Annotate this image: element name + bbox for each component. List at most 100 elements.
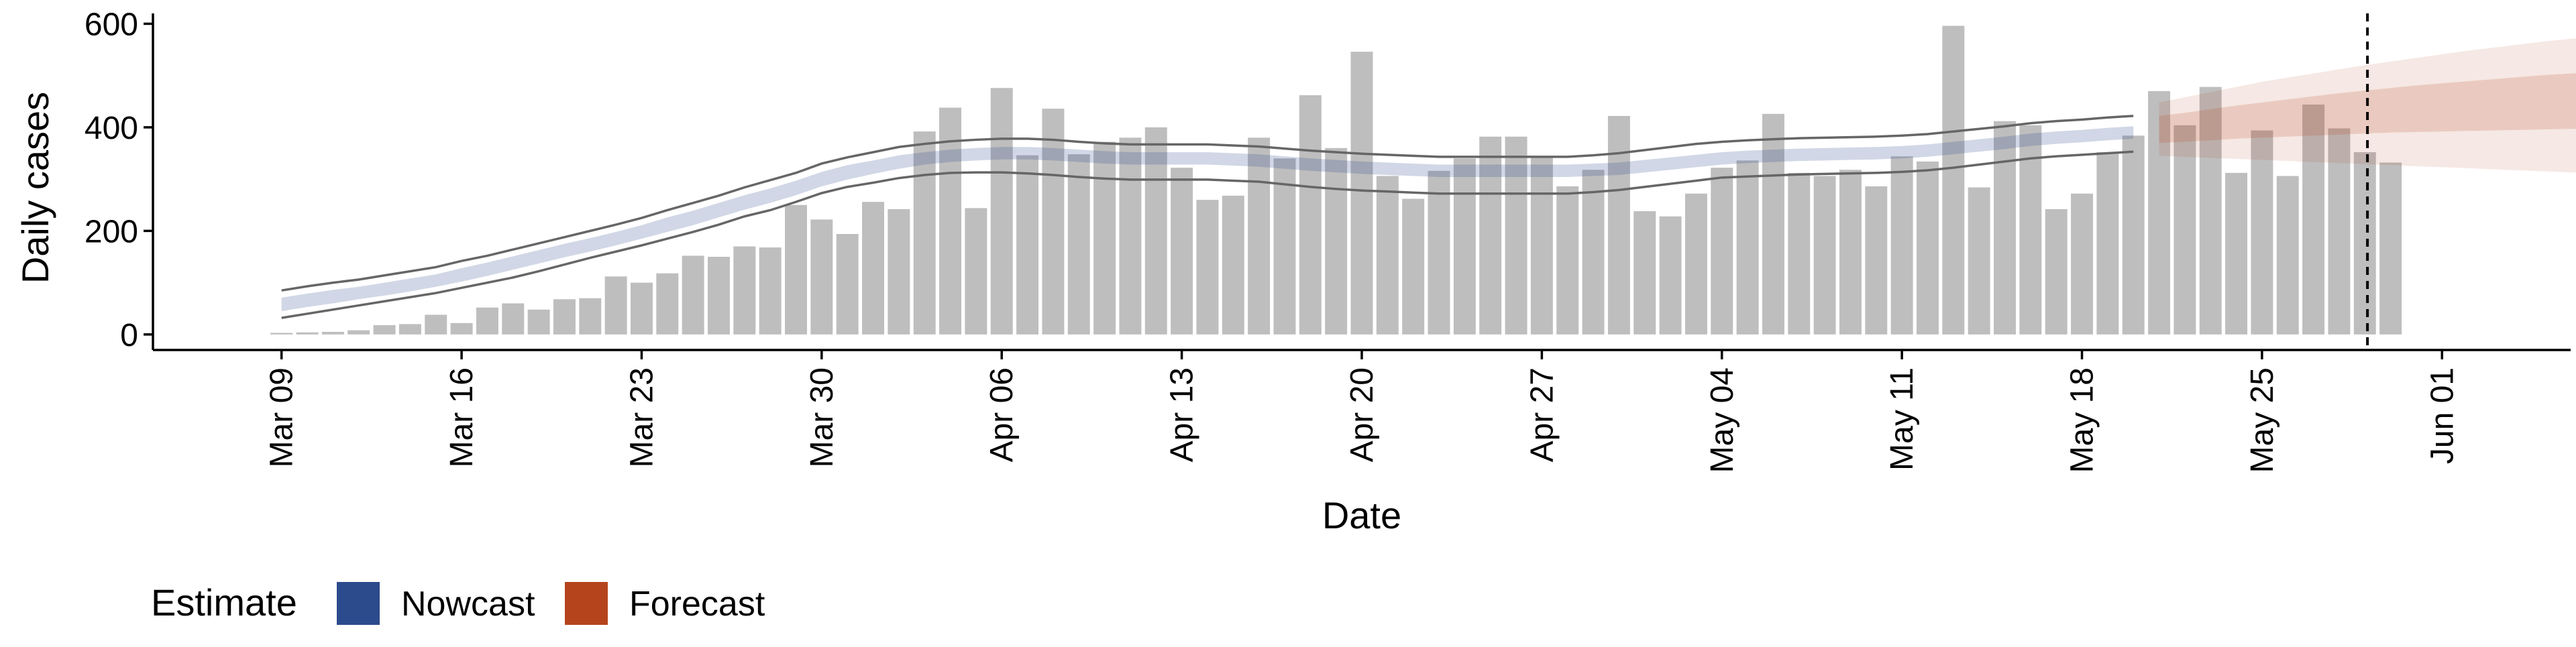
daily-case-bar [476, 307, 498, 335]
daily-case-bar [1890, 156, 1913, 335]
daily-case-bar [2251, 130, 2273, 335]
daily-case-bar [1711, 168, 1733, 335]
x-tick-label: May 25 [2245, 367, 2280, 473]
daily-case-bar [733, 246, 756, 335]
daily-case-bar [682, 255, 704, 335]
daily-case-bar [2225, 172, 2248, 335]
daily-case-bar [425, 314, 447, 335]
x-tick-label: Apr 27 [1524, 367, 1560, 462]
daily-case-bar [2045, 209, 2068, 335]
x-tick-label: Mar 16 [444, 367, 480, 467]
daily-case-bar [1376, 176, 1399, 335]
y-tick-label: 400 [85, 111, 138, 146]
daily-case-bar [1917, 161, 1939, 335]
daily-case-bar [2276, 176, 2299, 335]
y-axis-title: Daily cases [14, 92, 56, 284]
daily-case-bar [398, 324, 421, 335]
daily-case-bar [1273, 158, 1296, 335]
daily-case-bar [1994, 121, 2016, 335]
daily-case-bar [1505, 136, 1527, 335]
nowcast-lower-bound-line [281, 150, 2134, 319]
daily-case-bar [604, 276, 627, 335]
daily-case-bar [579, 298, 602, 335]
x-tick-label: May 04 [1705, 367, 1740, 473]
daily-case-bar [1607, 115, 1630, 335]
daily-case-bar [1865, 186, 1888, 335]
daily-case-bar [965, 208, 987, 335]
daily-case-bar [1839, 170, 1862, 335]
daily-case-bar [1222, 195, 1244, 335]
daily-case-bar [656, 273, 679, 335]
daily-case-bar [553, 299, 576, 335]
x-tick-label: Mar 23 [624, 367, 659, 467]
daily-case-bar [2379, 162, 2402, 335]
daily-case-bar [1453, 158, 1476, 335]
x-tick-label: Apr 06 [984, 367, 1020, 462]
daily-case-bar [2302, 104, 2325, 335]
daily-case-bar [708, 256, 730, 335]
y-tick-label: 0 [120, 318, 138, 353]
daily-case-bar [1582, 170, 1605, 335]
daily-case-bar [913, 131, 936, 335]
daily-case-bar [888, 209, 910, 335]
daily-case-bar [1659, 216, 1682, 335]
daily-case-bar [1788, 172, 1811, 335]
daily-case-bar [785, 204, 807, 335]
daily-case-bar [2328, 128, 2351, 335]
daily-case-bar [1144, 127, 1167, 335]
daily-case-bar [527, 309, 550, 335]
daily-case-bar [2199, 86, 2222, 335]
daily-case-bar [2071, 193, 2094, 335]
daily-case-bar [1402, 198, 1425, 335]
daily-case-bar [1248, 137, 1271, 335]
daily-case-bar [1196, 200, 1219, 335]
daily-case-bar [1633, 211, 1656, 335]
legend-label-nowcast: Nowcast [401, 585, 535, 624]
nowcast-upper-bound-line [281, 115, 2134, 292]
daily-case-bar [1736, 160, 1759, 335]
daily-case-bar [2174, 125, 2196, 335]
legend-swatch-nowcast [337, 582, 380, 625]
daily-case-bar [270, 333, 293, 335]
x-tick-label: Apr 13 [1165, 367, 1200, 462]
daily-case-bar [296, 332, 319, 335]
daily-case-bar [2353, 152, 2376, 335]
daily-case-bar [630, 282, 653, 335]
daily-case-bar [1942, 25, 1965, 335]
daily-case-bar [347, 330, 370, 335]
daily-case-bar [1762, 113, 1784, 335]
x-tick-label: May 11 [1884, 367, 1920, 471]
x-tick-label: Apr 20 [1344, 367, 1380, 462]
daily-case-bar [810, 219, 833, 335]
nowcast-inner-interval [281, 126, 2134, 312]
daily-case-bar [1016, 155, 1039, 335]
legend-title: Estimate [151, 581, 297, 624]
daily-case-bar [1350, 52, 1373, 335]
y-tick-label: 200 [85, 214, 138, 249]
daily-case-bar [1299, 95, 1322, 335]
daily-case-bar [836, 234, 859, 335]
legend-label-forecast: Forecast [629, 585, 765, 624]
daily-case-bar [2148, 91, 2171, 335]
forecast-inner-interval [2159, 73, 2576, 143]
x-tick-label: Mar 30 [804, 367, 840, 467]
daily-case-bar [2122, 135, 2145, 335]
daily-case-bar [502, 303, 525, 335]
daily-case-bar [1067, 154, 1090, 335]
daily-case-bar [990, 88, 1013, 335]
legend-swatch-forecast [565, 582, 608, 625]
daily-case-bar [1093, 141, 1116, 335]
daily-case-bar [1042, 109, 1065, 335]
x-axis-title: Date [1322, 494, 1401, 536]
daily-case-bar [1813, 176, 1836, 335]
daily-case-bar [1325, 148, 1348, 335]
daily-case-bar [2096, 152, 2119, 335]
daily-case-bar [1530, 157, 1553, 335]
daily-case-bar [1556, 186, 1579, 335]
x-tick-label: May 18 [2065, 367, 2100, 473]
daily-case-bar [1684, 193, 1707, 335]
daily-case-bar [939, 107, 962, 335]
daily-case-bar [1428, 170, 1450, 335]
